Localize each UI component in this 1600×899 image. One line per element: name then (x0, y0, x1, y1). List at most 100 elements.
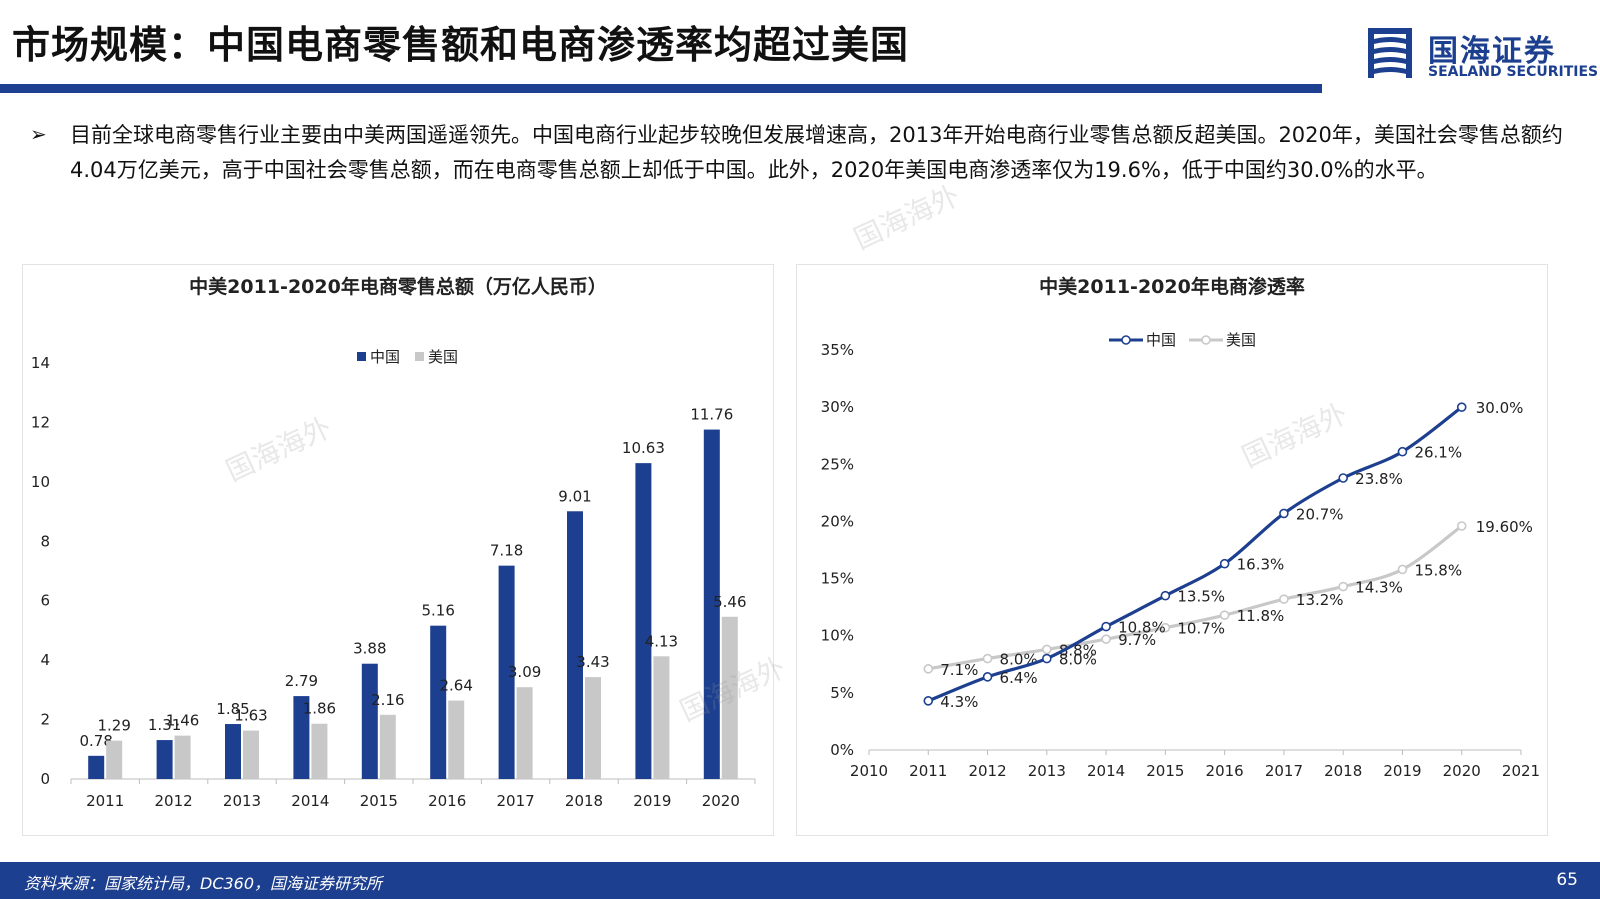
x-tick-label: 2015 (360, 792, 398, 810)
page-title: 市场规模：中国电商零售额和电商渗透率均超过美国 (12, 23, 910, 67)
x-tick-label: 2016 (1206, 762, 1244, 780)
line-chart-panel: 中美2011-2020年电商渗透率 中国 美国 0% 5% 10% 15% 20% 25% 30%… (796, 264, 1548, 836)
y-tick-label: 12 (31, 413, 50, 431)
bar-china (703, 429, 720, 779)
bar-usa (174, 735, 191, 779)
point-usa (923, 664, 934, 674)
bar-china (498, 565, 515, 779)
data-label-china: 5.16 (421, 602, 454, 620)
y-tick-label: 14 (31, 354, 50, 372)
data-label-china: 2.79 (285, 672, 318, 690)
x-tick-label: 2015 (1146, 762, 1184, 780)
bar-china (225, 724, 241, 779)
x-tick-label: 2012 (155, 792, 193, 810)
x-tick-label: 2013 (1028, 762, 1066, 780)
y-tick-label: 8 (40, 532, 50, 550)
bar-chart: 中美2011-2020年电商零售总额（万亿人民币） 中国 美国 0 2 4 6 8 10 12 14… (31, 275, 756, 810)
legend-label: 中国 (370, 348, 400, 366)
data-label-usa: 4.13 (645, 632, 678, 650)
x-tick-label: 2019 (633, 792, 671, 810)
bar-china (88, 755, 105, 779)
x-tick-label: 2012 (968, 762, 1006, 780)
data-label-china: 8.0% (1059, 651, 1097, 669)
data-label-usa: 8.0% (1000, 651, 1038, 669)
x-tick-label: 2018 (1324, 762, 1362, 780)
bar-chart-panel: 中美2011-2020年电商零售总额（万亿人民币） 中国 美国 0 2 4 6 8 10 12 14… (22, 264, 774, 836)
y-tick-label: 25% (821, 455, 854, 473)
data-label-usa: 1.46 (166, 712, 199, 730)
data-label-china: 11.76 (690, 406, 733, 424)
point-china (1101, 621, 1111, 632)
x-tick-label: 2020 (702, 792, 740, 810)
y-tick-label: 2 (40, 711, 50, 729)
logo-mark-icon (1368, 28, 1412, 78)
point-china (1160, 590, 1171, 601)
y-tick-label: 15% (821, 570, 854, 588)
source-note: 资料来源：国家统计局，DC360，国海证券研究所 (24, 874, 383, 893)
chart-title: 中美2011-2020年电商渗透率 (1039, 275, 1305, 298)
data-label-usa: 5.46 (713, 593, 746, 611)
data-label-usa: 2.16 (371, 691, 404, 709)
x-tick-label: 2020 (1443, 762, 1481, 780)
y-tick-label: 0 (40, 770, 50, 788)
x-tick-label: 2011 (909, 762, 947, 780)
data-label-china: 30.0% (1476, 399, 1524, 417)
data-label-china: 10.63 (622, 439, 665, 457)
x-tick-label: 2013 (223, 792, 261, 810)
x-tick-label: 2018 (565, 792, 603, 810)
bar-china (156, 740, 173, 779)
data-label-china: 0.78 (79, 732, 112, 750)
y-tick-label: 30% (821, 398, 854, 416)
bar-china (430, 625, 447, 779)
data-label-usa: 1.86 (303, 700, 336, 718)
bar-china (293, 696, 310, 779)
legend-swatch (357, 352, 366, 361)
x-tick-label: 2010 (850, 762, 888, 780)
bar-usa (653, 656, 670, 779)
x-tick-label: 2019 (1383, 762, 1421, 780)
data-label-china: 1.85 (216, 700, 249, 718)
data-label-usa: 11.8% (1237, 607, 1285, 625)
bar-usa (448, 700, 465, 779)
x-tick-label: 2017 (1265, 762, 1303, 780)
data-label-china: 10.8% (1118, 619, 1166, 637)
legend-label: 中国 (1146, 331, 1176, 349)
data-label-china: 7.18 (490, 542, 523, 560)
bar-china (567, 511, 583, 779)
point-usa (1338, 581, 1348, 592)
data-label-china: 1.31 (148, 716, 181, 734)
data-label-usa: 9.7% (1118, 631, 1156, 649)
point-china (1338, 473, 1348, 483)
point-china (1279, 508, 1289, 519)
y-tick-label: 5% (830, 684, 854, 702)
bar-usa (243, 730, 259, 779)
page-number: 65 (1556, 870, 1578, 890)
data-label-usa: 1.63 (234, 707, 267, 725)
bar-china (361, 663, 378, 779)
point-china (982, 672, 993, 682)
data-label-usa: 14.3% (1355, 579, 1403, 597)
legend-swatch (415, 352, 424, 361)
data-label-usa: 8.8% (1059, 641, 1097, 659)
data-label-usa: 3.09 (508, 663, 541, 681)
data-label-china: 23.8% (1355, 470, 1403, 488)
point-usa (1042, 644, 1052, 655)
data-label-china: 6.4% (1000, 669, 1038, 687)
legend-label: 美国 (428, 348, 458, 366)
x-tick-label: 2016 (428, 792, 466, 810)
legend-marker (1201, 335, 1211, 345)
bar-usa (311, 723, 328, 779)
data-label-china: 16.3% (1237, 556, 1285, 574)
y-tick-label: 10 (31, 473, 50, 491)
x-tick-label: 2014 (291, 792, 329, 810)
y-tick-label: 20% (821, 512, 854, 530)
data-label-china: 4.3% (940, 693, 978, 711)
logo-text-en: SEALAND SECURITIES (1428, 64, 1599, 80)
bar-china (635, 463, 652, 779)
data-label-usa: 19.60% (1476, 518, 1533, 536)
data-label-usa: 3.43 (576, 653, 609, 671)
point-usa (1397, 564, 1408, 575)
point-usa (1101, 634, 1111, 644)
logo-text-cn: 国海证券 (1428, 34, 1556, 69)
bar-usa (516, 687, 533, 779)
